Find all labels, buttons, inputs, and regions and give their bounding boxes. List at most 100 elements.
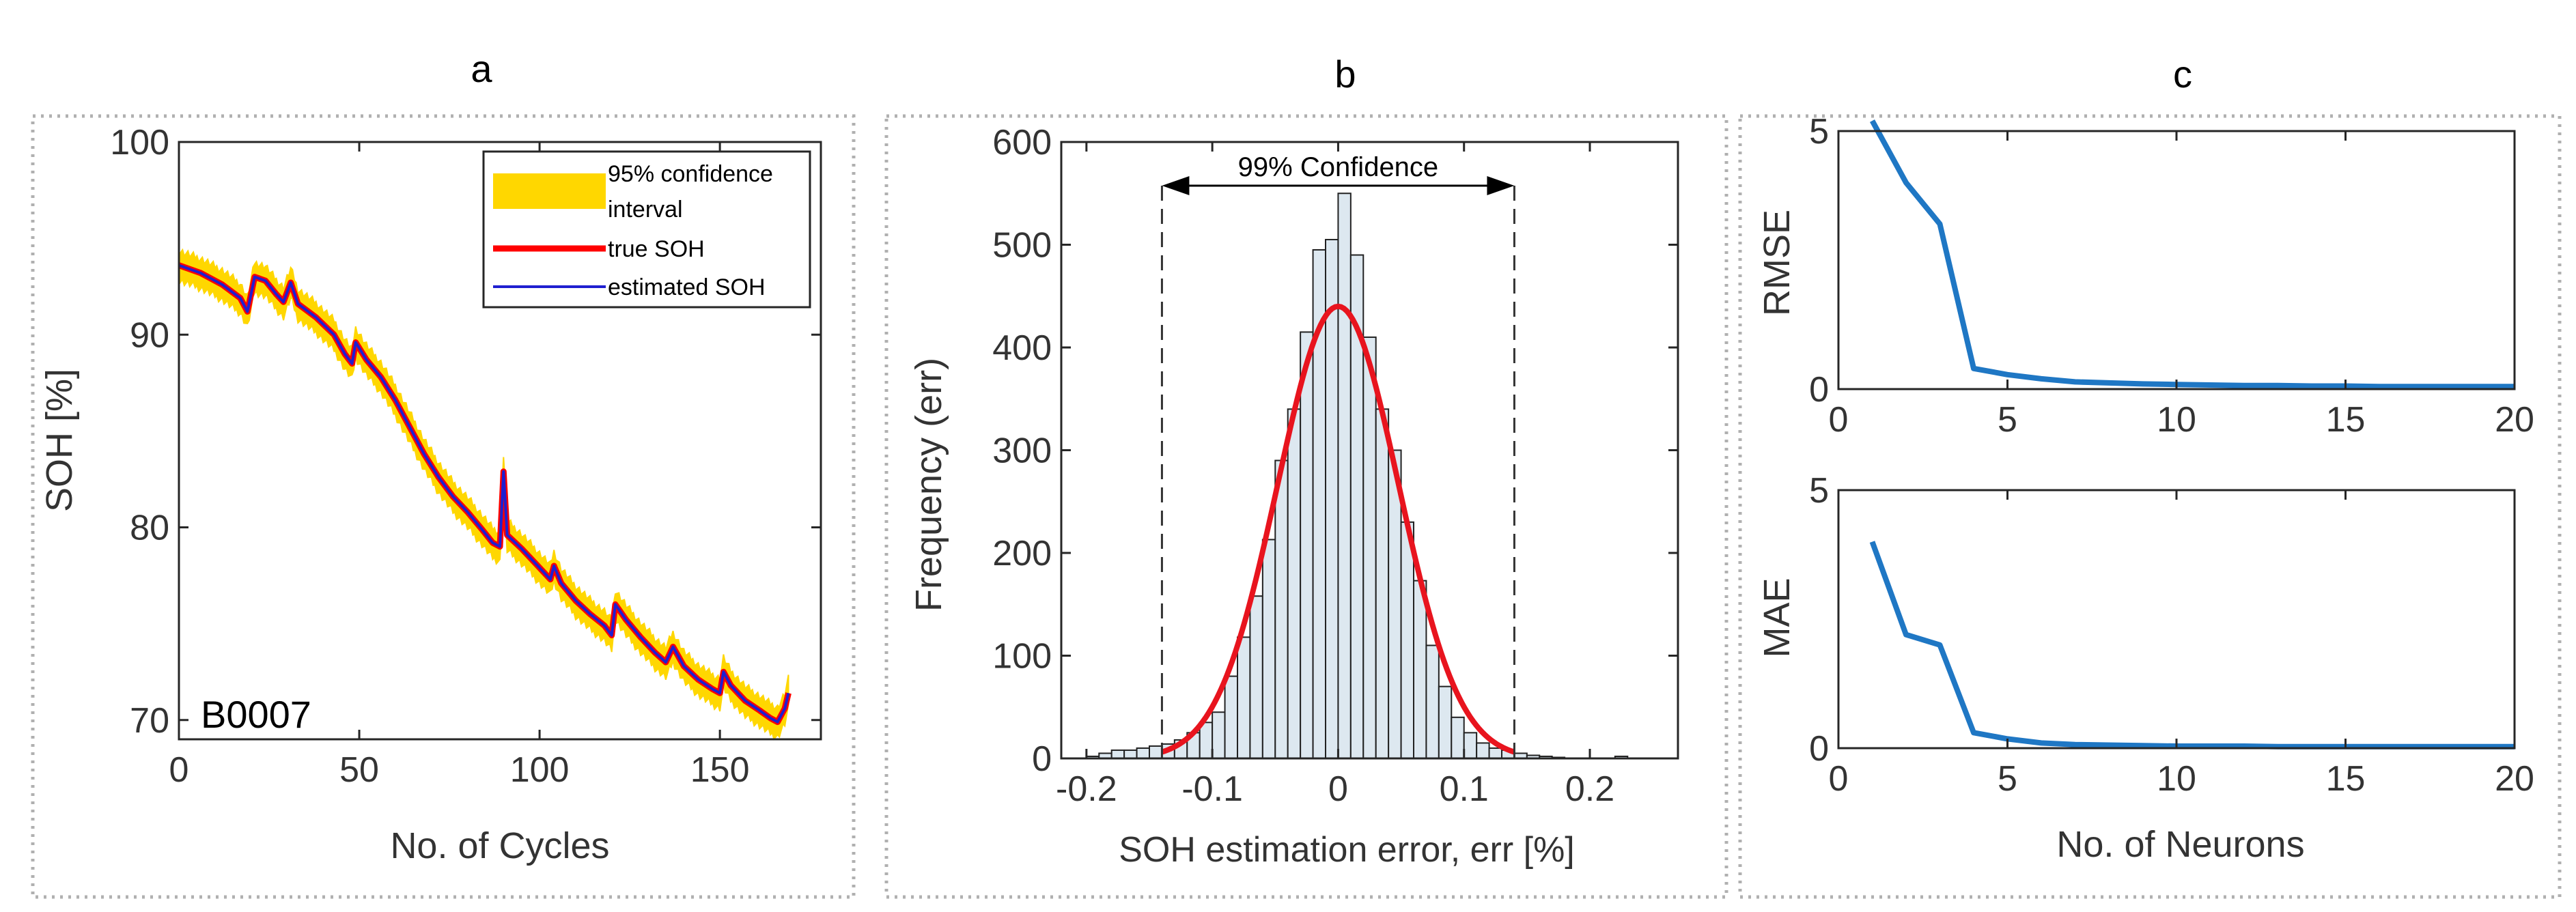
rmse-chart: 0 5 10 15 20 0 5 RMSE [1756,112,2534,440]
histogram-bar [1400,521,1415,759]
histogram-bar [1261,539,1276,759]
histogram-bar [1199,722,1214,759]
rmse-axes-box [1837,130,2516,390]
histogram-bar [1413,580,1427,759]
histogram-bar [1249,595,1263,760]
mae-axes-box [1837,489,2516,750]
y-tick-label: 200 [992,534,1052,573]
soh-chart: 0 50 100 150 70 80 90 100 95% confidence interv… [39,123,822,866]
y-tick-label: 100 [992,637,1052,676]
histogram-bar [1300,331,1314,759]
x-tick-label: 0.1 [1440,769,1489,809]
histogram-bar [1136,747,1150,759]
panel-c-frame [1738,114,2562,899]
histogram-bar [1274,459,1289,759]
x-tick-label: 15 [2326,400,2366,440]
x-tick-label: 0 [1829,400,1849,440]
true-soh-line [178,262,792,726]
y-tick-label: 300 [992,431,1052,471]
histogram-bar [1212,711,1226,760]
estimated-soh-line [178,263,790,724]
histogram-bar [1476,742,1490,760]
histogram-bar [1287,408,1302,759]
histogram-bars [1085,193,1629,760]
y-tick-label: 100 [110,123,169,162]
rmse-ylabel: RMSE [1756,210,1797,316]
histogram-bar [1224,675,1238,759]
x-tick-label: 5 [1998,400,2017,440]
histogram-bar [1337,193,1352,759]
mae-xlabel: No. of Neurons [2056,824,2304,865]
y-tick-label: 600 [992,123,1052,162]
x-tick-label: -0.1 [1181,769,1243,809]
y-tick-label: 80 [130,509,169,548]
x-tick-label: 20 [2495,759,2534,799]
legend-label-confidence: 95% confidence [608,161,773,187]
soh-chart-ylabel: SOH [%] [39,369,80,512]
histogram-xlabel: SOH estimation error, err [%] [1119,830,1575,870]
x-tick-label: 0.2 [1565,769,1614,809]
y-tick-label: 70 [130,701,169,741]
confidence-arrow-left [1162,176,1190,195]
panel-b-label: b [1334,53,1356,96]
y-tick-label: 0 [1032,739,1052,779]
mae-chart-marks [1869,541,2515,750]
mae-line [1869,541,2515,750]
histogram-bar [1149,745,1163,759]
legend-swatch-confidence [493,173,606,209]
mae-ticks: 0 5 10 15 20 0 5 [1809,471,2534,799]
panel-c-label: c [2173,53,2192,96]
x-tick-label: 10 [2157,759,2196,799]
confidence-bounds [1160,176,1515,758]
confidence-annotation: 99% Confidence [1238,152,1439,182]
y-tick-label: 500 [992,226,1052,266]
confidence-band [178,248,789,741]
x-tick-label: 5 [1998,759,2017,799]
panel-a-frame [31,114,856,899]
x-tick-label: 10 [2157,400,2196,440]
histogram-bar [1362,336,1377,759]
histogram-bar [1488,747,1503,759]
legend-label-interval: interval [608,197,683,223]
x-tick-label: 0 [169,750,189,790]
histogram-bar [1237,636,1251,759]
confidence-arrow-right [1487,176,1515,195]
histogram-ticks: -0.2 -0.1 0 0.1 0.2 0 100 200 300 400 500 600 [992,123,1678,809]
x-tick-label: 0 [1328,769,1348,809]
x-tick-label: 15 [2326,759,2366,799]
soh-chart-axes-box [178,141,822,741]
x-tick-label: 20 [2495,400,2534,440]
histogram-bar [1110,749,1125,759]
rmse-line [1869,119,2515,390]
x-tick-label: 50 [339,750,379,790]
soh-chart-legend: 95% confidence interval true SOH estimat… [482,150,811,309]
y-tick-label: 5 [1809,112,1829,152]
histogram-bar [1123,749,1138,759]
battery-id-label: B0007 [201,693,311,736]
y-tick-label: 5 [1809,471,1829,511]
soh-chart-xlabel: No. of Cycles [390,825,609,866]
x-tick-label: 150 [690,750,750,790]
soh-chart-ticks: 0 50 100 150 70 80 90 100 [110,123,821,790]
histogram-ylabel: Frequency (err) [908,358,949,612]
mae-chart: 0 5 10 15 20 0 5 No. of Neurons MAE [1756,471,2534,865]
y-tick-label: 0 [1809,729,1829,769]
histogram-bar [1375,408,1390,759]
y-tick-label: 90 [130,315,169,355]
panel-b-frame [884,114,1728,899]
x-tick-label: 100 [510,750,570,790]
y-tick-label: 0 [1809,370,1829,410]
x-tick-label: -0.2 [1056,769,1117,809]
gaussian-fit-curve [1161,303,1515,755]
histogram-bar [1438,685,1453,760]
histogram-bar [1463,732,1478,759]
rmse-chart-marks [1869,119,2515,390]
y-tick-label: 400 [992,328,1052,368]
legend-label-estimated-soh: estimated SOH [608,274,766,300]
x-tick-label: 0 [1829,759,1849,799]
histogram-bar [1425,644,1440,760]
histogram-bar [1451,716,1465,760]
soh-chart-marks [178,248,792,741]
rmse-ticks: 0 5 10 15 20 0 5 [1809,112,2534,440]
